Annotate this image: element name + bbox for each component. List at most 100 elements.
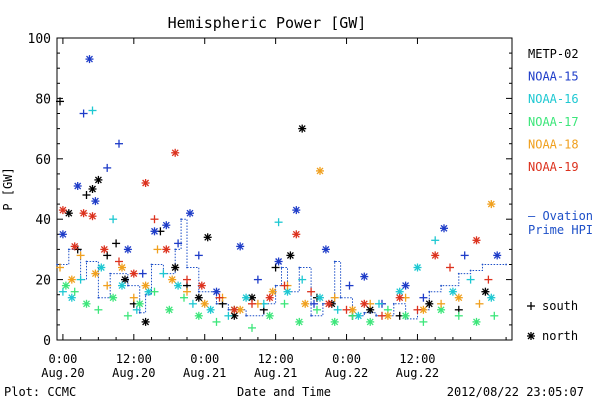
- south-point-noaa-17: [70, 287, 79, 296]
- south-point-noaa-19: [342, 305, 351, 314]
- ovation-point: [85, 260, 88, 263]
- north-point-noaa-16: [97, 263, 106, 272]
- ovation-point: [215, 302, 218, 305]
- ovation-point: [322, 302, 324, 305]
- y-axis-label: P [GW]: [1, 167, 15, 210]
- north-point-noaa-17: [366, 317, 375, 326]
- north-point-noaa-18: [487, 200, 496, 209]
- x-tick-time-label: 0:00: [332, 352, 361, 366]
- ovation-point: [56, 263, 58, 266]
- ovation-legend-label-1: — Ovation: [528, 209, 593, 223]
- y-tick-label: 80: [35, 92, 51, 107]
- north-point-metp-02: [425, 299, 434, 308]
- north-point-noaa-19: [129, 269, 138, 278]
- south-point-noaa-15: [79, 109, 88, 118]
- ovation-point: [440, 284, 442, 287]
- north-point-noaa-15: [58, 230, 67, 239]
- north-point-noaa-19: [395, 293, 404, 302]
- south-point-noaa-18: [56, 263, 64, 272]
- south-point-noaa-18: [153, 245, 162, 254]
- north-point-noaa-16: [448, 287, 457, 296]
- south-point-noaa-17: [123, 311, 132, 320]
- north-point-noaa-18: [316, 166, 324, 175]
- south-point-metp-02: [82, 191, 91, 199]
- north-point-noaa-15: [321, 245, 330, 254]
- south-point-metp-02: [112, 239, 121, 248]
- legend-noaa-15: NOAA-15: [528, 70, 579, 84]
- legend-noaa-17: NOAA-17: [528, 115, 579, 129]
- x-tick-date-label: Aug.21: [183, 366, 226, 380]
- series-noaa-16: [58, 106, 496, 320]
- south-point-noaa-15: [103, 163, 112, 172]
- north-point-metp-02: [88, 185, 97, 193]
- x-tick-date-label: Aug.20: [112, 366, 155, 380]
- legend-noaa-18: NOAA-18: [528, 137, 579, 151]
- ovation-legend-label-2: Prime HPI: [528, 223, 593, 237]
- south-point-noaa-17: [180, 293, 188, 302]
- south-point-noaa-15: [253, 275, 262, 284]
- north-point-metp-02: [203, 233, 212, 242]
- north-point-noaa-19: [265, 293, 274, 302]
- north-point-noaa-18: [91, 269, 100, 278]
- south-point-noaa-18: [437, 299, 446, 308]
- north-point-noaa-17: [82, 299, 91, 308]
- north-point-metp-02: [171, 263, 180, 272]
- x-tick-time-label: 0:00: [190, 352, 219, 366]
- ovation-legend: — Ovation Prime HPI: [528, 209, 593, 237]
- north-point-noaa-17: [472, 317, 481, 326]
- north-point-noaa-17: [401, 311, 410, 320]
- north-point-noaa-18: [268, 287, 277, 296]
- x-tick-date-label: Aug.22: [396, 366, 439, 380]
- south-point-noaa-16: [466, 275, 475, 284]
- north-point-metp-02: [194, 293, 203, 302]
- south-point-noaa-15: [194, 251, 203, 260]
- legend-noaa-19: NOAA-19: [528, 160, 579, 174]
- north-point-noaa-16: [118, 281, 126, 290]
- series-noaa-19: [58, 148, 493, 320]
- north-point-metp-02: [64, 209, 73, 218]
- north-point-noaa-15: [401, 281, 410, 290]
- south-point-noaa-15: [345, 281, 354, 290]
- ovation-point: [481, 263, 484, 266]
- south-point-noaa-17: [454, 311, 463, 320]
- south-point-noaa-15: [174, 239, 183, 248]
- ovation-point: [174, 248, 177, 251]
- north-point-noaa-15: [162, 221, 171, 230]
- y-tick-label: 0: [43, 334, 51, 349]
- symbol-legend: south north: [527, 299, 578, 343]
- north-point-noaa-19: [472, 236, 481, 245]
- south-point-noaa-16: [76, 275, 85, 284]
- ovation-point: [180, 218, 183, 221]
- north-point-noaa-15: [236, 242, 245, 251]
- south-point-noaa-17: [150, 287, 159, 296]
- south-point-metp-02: [56, 97, 64, 106]
- x-tick-date-label: Aug.22: [325, 366, 368, 380]
- plot-timestamp: 2012/08/22 23:05:07: [447, 385, 584, 399]
- north-point-noaa-17: [265, 311, 274, 320]
- north-point-noaa-18: [67, 275, 76, 284]
- south-point-noaa-17: [280, 299, 289, 308]
- ovation-point: [298, 266, 301, 269]
- north-point-noaa-15: [91, 197, 100, 206]
- north-point-metp-02: [94, 175, 103, 184]
- y-tick-label: 20: [35, 274, 51, 289]
- x-tick-time-label: 12:00: [116, 352, 152, 366]
- ovation-point: [310, 314, 312, 317]
- north-point-noaa-17: [295, 317, 304, 326]
- legend-symbol-north: [527, 332, 535, 340]
- satellite-series: [56, 55, 502, 332]
- south-point-noaa-18: [103, 281, 112, 290]
- x-tick-time-label: 0:00: [48, 352, 77, 366]
- north-point-noaa-16: [487, 293, 496, 302]
- legend-noaa-16: NOAA-16: [528, 92, 579, 106]
- north-point-noaa-18: [118, 263, 126, 272]
- x-axis-label: Date and Time: [237, 385, 331, 399]
- north-point-noaa-16: [206, 305, 215, 314]
- ovation-point: [457, 272, 460, 275]
- south-point-noaa-15: [138, 269, 147, 278]
- ovation-point: [363, 311, 366, 314]
- south-point-metp-02: [271, 263, 280, 272]
- north-point-noaa-17: [330, 317, 339, 326]
- north-point-noaa-19: [79, 209, 88, 218]
